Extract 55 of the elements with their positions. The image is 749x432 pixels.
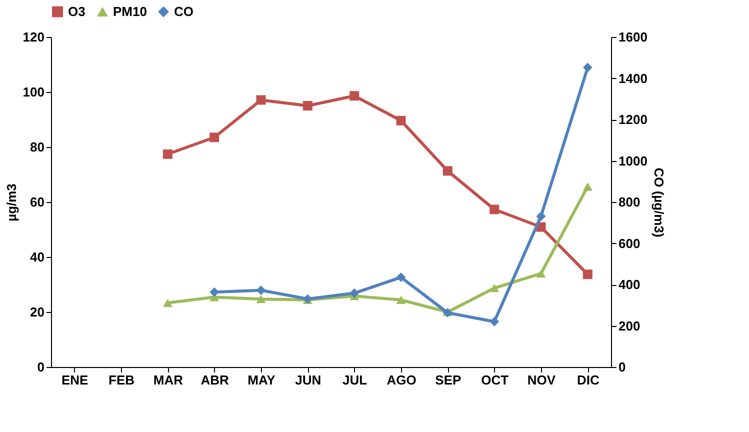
x-tick-label: ENE xyxy=(61,372,89,388)
point xyxy=(350,288,360,298)
point xyxy=(582,182,592,191)
y-tick-label: 80 xyxy=(30,140,44,154)
y-axis-title: µg/m3 xyxy=(4,184,19,222)
point xyxy=(162,149,172,159)
y-tick-label: 40 xyxy=(30,250,44,264)
x-tick-label: DIC xyxy=(576,372,600,388)
y-tick-label: 100 xyxy=(22,84,44,100)
y2-tick-label: 0 xyxy=(618,360,626,374)
x-tick-label: MAR xyxy=(153,372,184,388)
y2-tick-label: 800 xyxy=(618,194,640,210)
point xyxy=(490,204,500,214)
point xyxy=(396,272,406,282)
point xyxy=(490,284,500,292)
y2-tick-label: 1200 xyxy=(618,112,648,127)
y-tick-label: 20 xyxy=(30,304,44,320)
x-tick-label: OCT xyxy=(481,372,509,388)
legend-label: O3 xyxy=(68,4,86,19)
point xyxy=(442,166,452,176)
point xyxy=(210,287,220,297)
point xyxy=(536,211,546,221)
x-tick-label: NOV xyxy=(527,372,556,388)
point xyxy=(582,62,592,72)
x-tick-label: MAY xyxy=(248,372,276,388)
point xyxy=(536,269,546,278)
point xyxy=(490,316,500,326)
x-tick-label: AGO xyxy=(386,372,416,388)
y2-tick-label: 600 xyxy=(618,236,640,251)
y-tick-label: 120 xyxy=(22,30,44,44)
legend-label: CO xyxy=(174,4,194,19)
point xyxy=(302,101,312,110)
point xyxy=(256,294,266,304)
point xyxy=(256,95,266,105)
x-tick-label: FEB xyxy=(108,372,134,388)
x-tick-label: JUN xyxy=(295,372,322,388)
y2-tick-label: 1000 xyxy=(618,153,648,168)
point xyxy=(350,91,360,101)
point xyxy=(582,270,592,280)
y2-tick-label: 1600 xyxy=(618,30,648,44)
y2-tick-label: 400 xyxy=(618,277,640,292)
point xyxy=(396,116,406,126)
point xyxy=(210,132,220,142)
x-tick-label: ABR xyxy=(200,372,230,388)
y-tick-label: 0 xyxy=(37,360,44,374)
y2-tick-label: 200 xyxy=(618,318,640,334)
x-tick-label: JUL xyxy=(342,372,368,388)
y-tick-label: 60 xyxy=(30,194,44,210)
point xyxy=(396,296,406,304)
legend-label: PM10 xyxy=(113,4,147,19)
y2-axis-title: CO (µg/m3) xyxy=(651,168,666,238)
y2-tick-label: 1400 xyxy=(618,70,648,86)
point xyxy=(162,298,172,308)
point xyxy=(256,286,266,296)
x-tick-label: SEP xyxy=(435,372,462,388)
